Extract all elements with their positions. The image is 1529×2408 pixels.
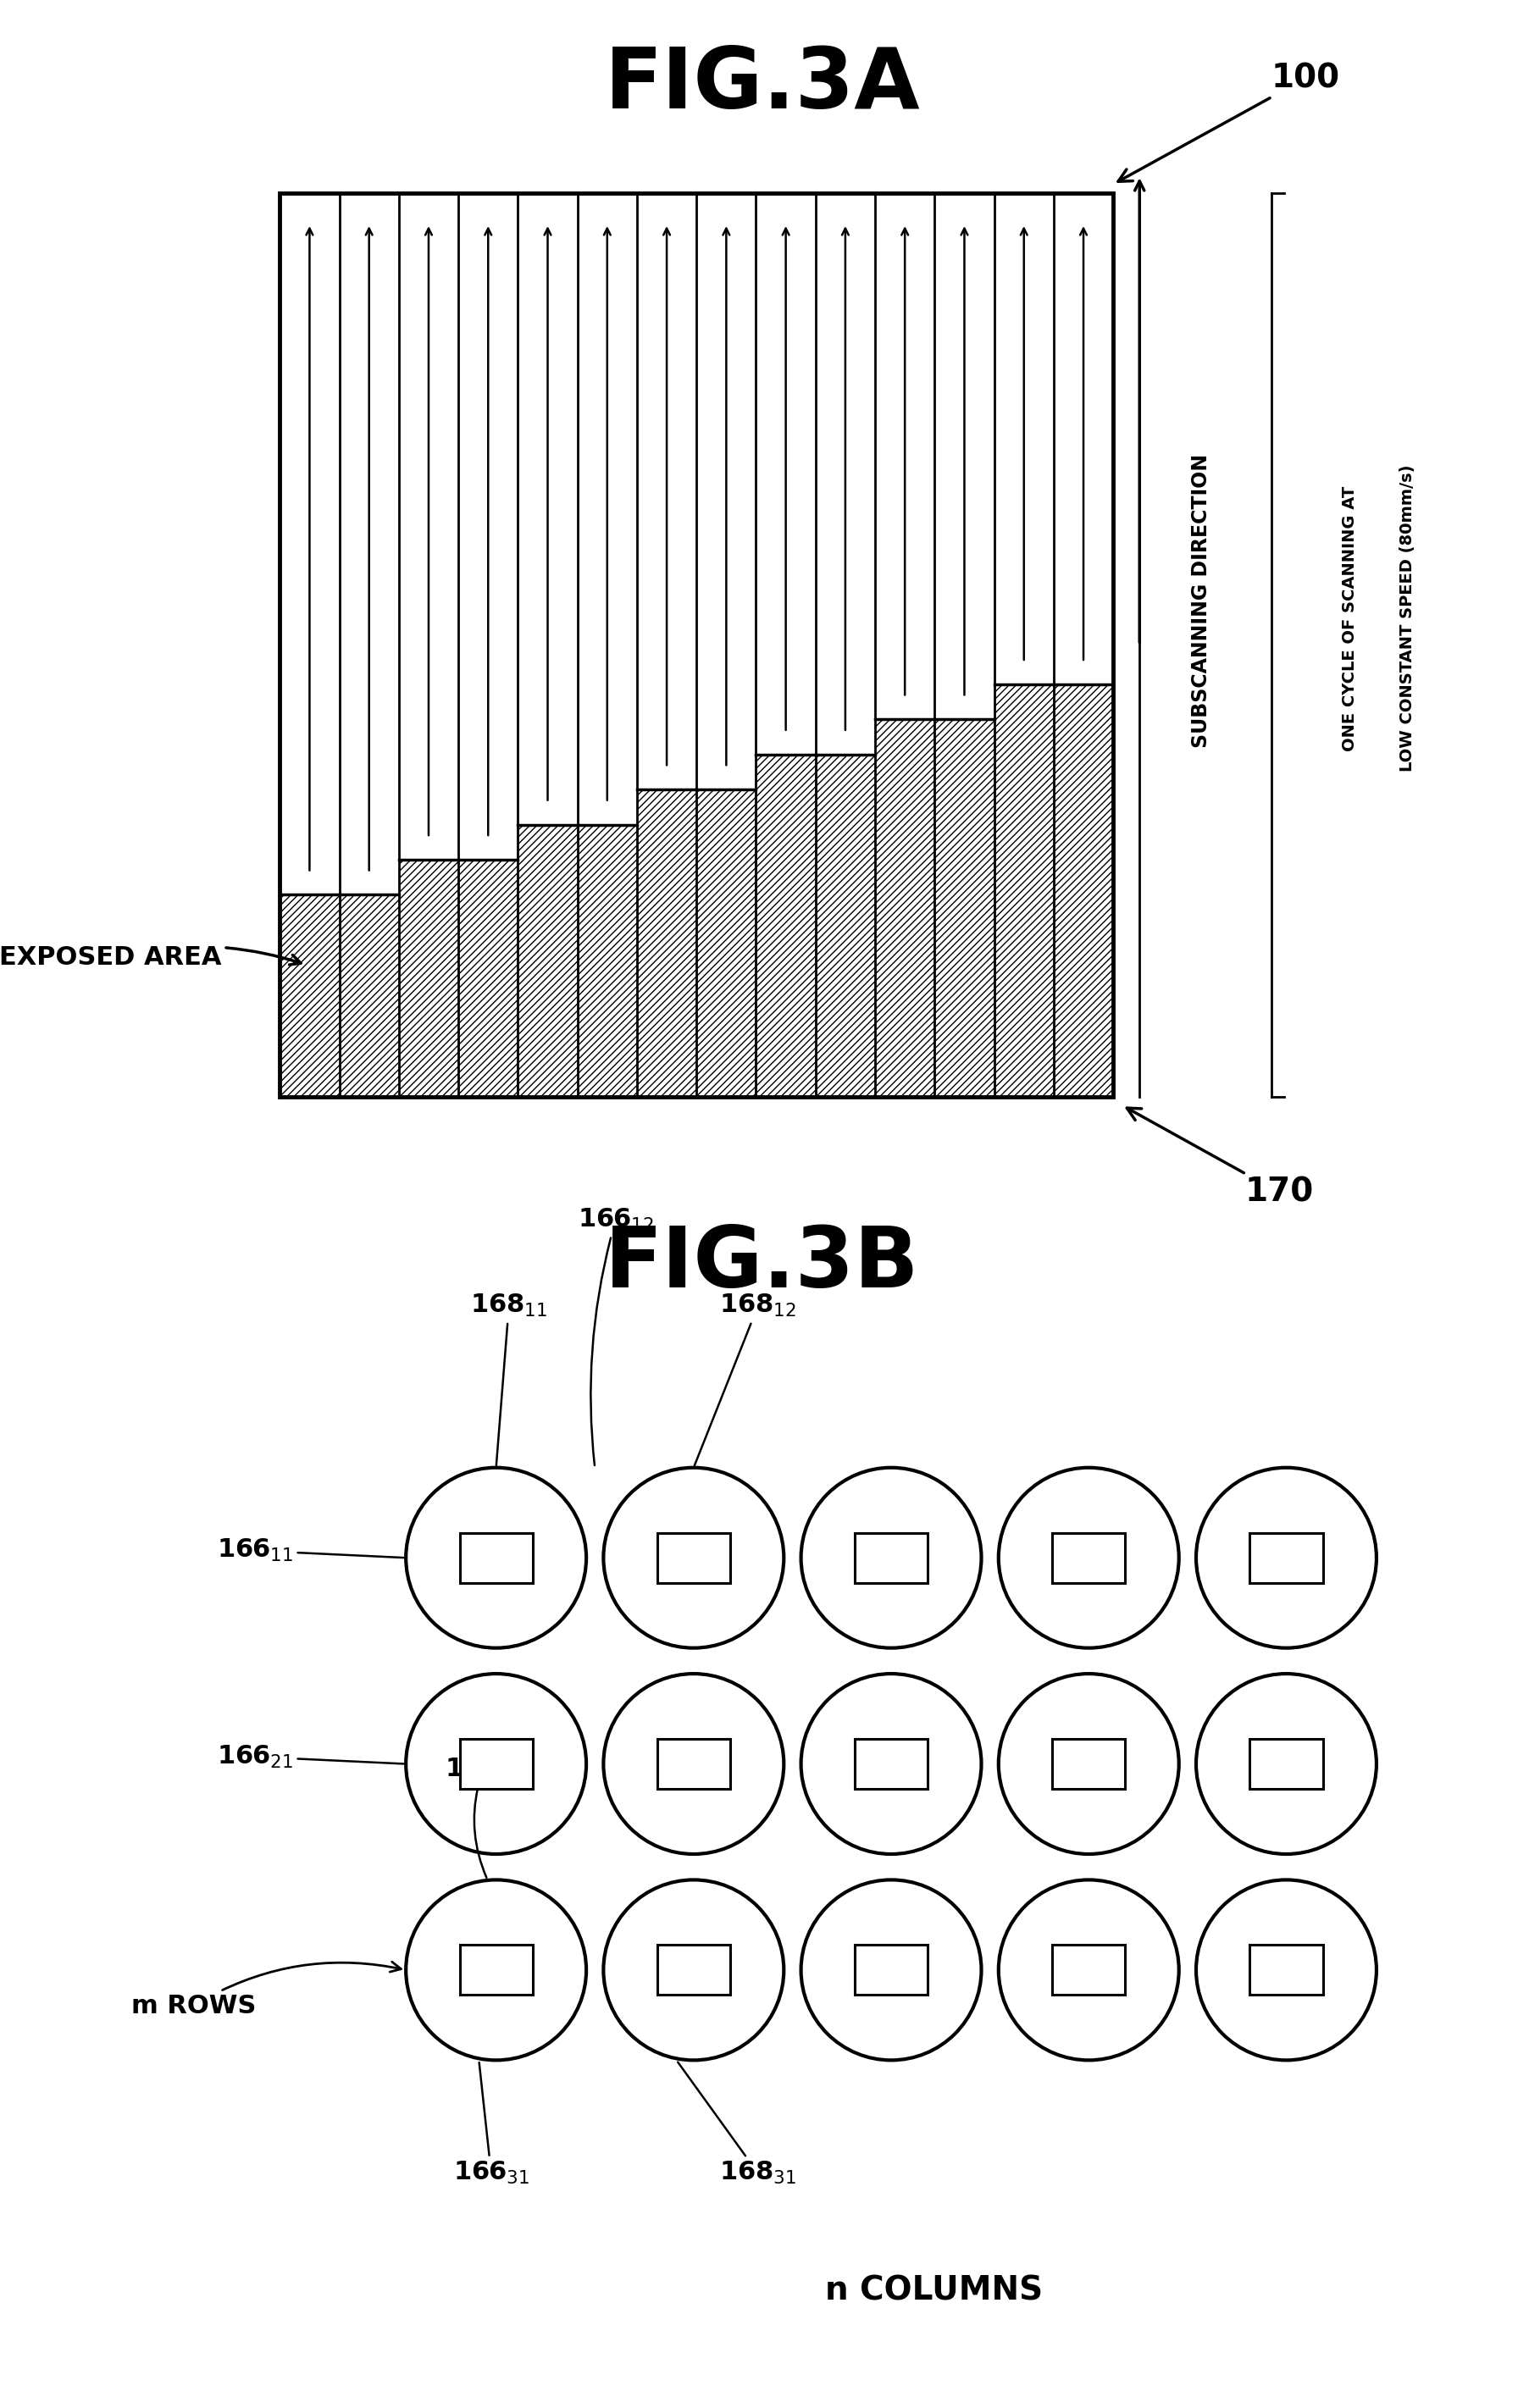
Circle shape	[998, 1466, 1179, 1647]
Circle shape	[602, 1674, 783, 1854]
Text: FIG.3A: FIG.3A	[604, 43, 919, 125]
Bar	[1052, 1534, 1125, 1582]
Text: n COLUMNS: n COLUMNS	[824, 2276, 1043, 2307]
Bar	[280, 193, 339, 896]
Text: $\mathbf{166}_{31}$: $\mathbf{166}_{31}$	[453, 2064, 529, 2186]
Circle shape	[405, 1881, 586, 2061]
Text: $\mathbf{166}_{11}$: $\mathbf{166}_{11}$	[217, 1536, 404, 1563]
Bar	[1052, 1946, 1125, 1994]
Circle shape	[1196, 1466, 1376, 1647]
Bar	[459, 1739, 532, 1789]
Circle shape	[1196, 1674, 1376, 1854]
Circle shape	[405, 1674, 586, 1854]
Bar	[459, 1534, 532, 1582]
Bar	[636, 193, 696, 790]
Bar	[280, 193, 1113, 1096]
Bar	[1053, 193, 1113, 684]
Circle shape	[405, 1466, 586, 1647]
Bar	[696, 193, 755, 790]
Bar	[1249, 1534, 1323, 1582]
Bar	[657, 1946, 729, 1994]
Bar	[339, 193, 399, 896]
Text: FIG.3B: FIG.3B	[604, 1223, 919, 1305]
Bar	[459, 193, 518, 860]
Text: $\mathbf{168}_{11}$: $\mathbf{168}_{11}$	[469, 1293, 547, 1466]
Bar	[755, 193, 815, 754]
Text: ONE CYCLE OF SCANNING AT: ONE CYCLE OF SCANNING AT	[1341, 486, 1358, 751]
Bar	[855, 1739, 927, 1789]
Circle shape	[998, 1881, 1179, 2061]
Bar	[934, 193, 994, 720]
Text: $\mathbf{168}_{21}$: $\mathbf{168}_{21}$	[445, 1755, 521, 1878]
Bar	[657, 1739, 729, 1789]
Bar	[459, 1946, 532, 1994]
Text: m ROWS: m ROWS	[131, 1963, 401, 2018]
Bar	[855, 1946, 927, 1994]
Text: SUBSCANNING DIRECTION: SUBSCANNING DIRECTION	[1190, 453, 1211, 749]
Circle shape	[801, 1466, 980, 1647]
Bar	[875, 193, 934, 720]
Text: $\mathbf{166}_{12}$: $\mathbf{166}_{12}$	[578, 1206, 653, 1466]
Bar	[815, 193, 875, 754]
Circle shape	[801, 1674, 980, 1854]
Circle shape	[602, 1881, 783, 2061]
Circle shape	[998, 1674, 1179, 1854]
Text: $\mathbf{168}_{31}$: $\mathbf{168}_{31}$	[677, 2061, 797, 2186]
Circle shape	[602, 1466, 783, 1647]
Text: $\mathbf{168}_{12}$: $\mathbf{168}_{12}$	[694, 1293, 797, 1466]
Bar	[576, 193, 636, 824]
Text: $\mathbf{166}_{21}$: $\mathbf{166}_{21}$	[217, 1743, 404, 1770]
Bar	[855, 1534, 927, 1582]
Circle shape	[1196, 1881, 1376, 2061]
Bar	[1052, 1739, 1125, 1789]
Text: LOW CONSTANT SPEED (80mm/s): LOW CONSTANT SPEED (80mm/s)	[1399, 465, 1414, 773]
Text: 100: 100	[1118, 63, 1339, 181]
Bar	[280, 193, 1113, 1096]
Bar	[1249, 1739, 1323, 1789]
Bar	[1249, 1946, 1323, 1994]
Circle shape	[801, 1881, 980, 2061]
Bar	[518, 193, 576, 824]
Bar	[280, 193, 1113, 1096]
Text: 170: 170	[1127, 1108, 1313, 1209]
Bar	[399, 193, 459, 860]
Text: EXPOSED AREA: EXPOSED AREA	[0, 946, 301, 970]
Bar	[994, 193, 1053, 684]
Bar	[657, 1534, 729, 1582]
